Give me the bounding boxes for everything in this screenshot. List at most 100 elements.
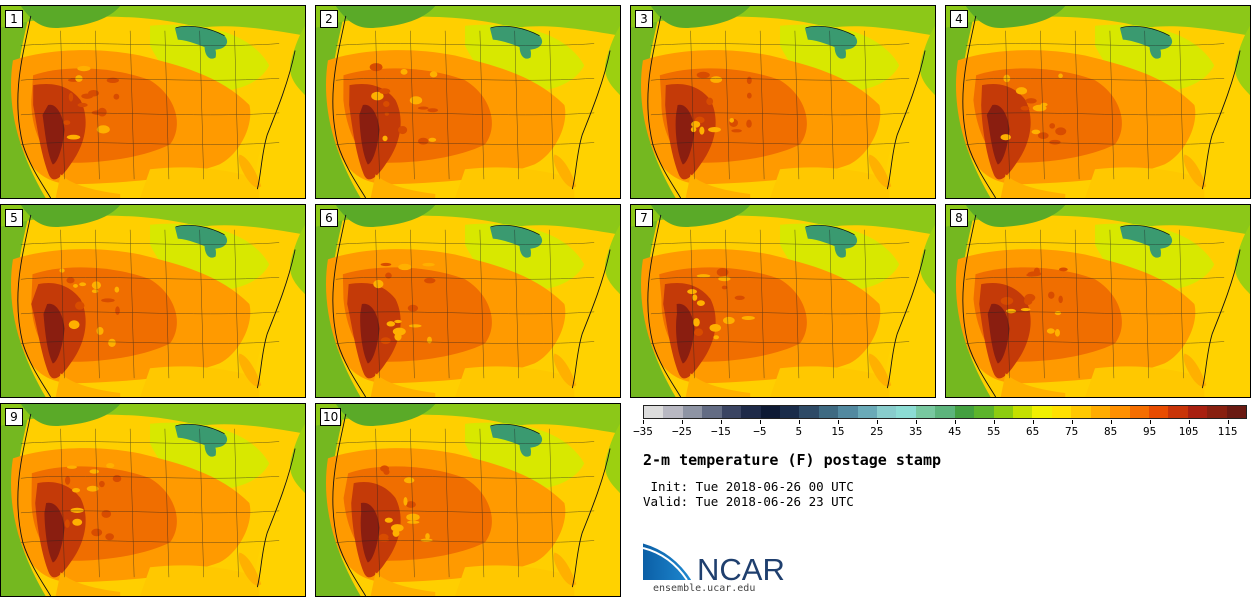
mexico-region [1000,174,1066,198]
atlantic-ocean [570,244,620,397]
northeast-ocean [605,25,620,96]
florida [1183,353,1207,387]
terrain-speckle [380,337,391,345]
state-boundaries [965,229,1225,379]
temperature-map [946,205,1250,397]
coastline [962,15,1241,198]
terrain-speckle [101,510,112,518]
member-number: 8 [950,209,968,227]
colorbar-tick-mark [954,420,956,424]
valid-time: Valid: Tue 2018-06-26 23 UTC [643,494,854,509]
atlantic-ocean [570,45,620,198]
colorbar-swatch [721,406,742,418]
gulf-coast [455,167,575,198]
boundary-line [794,229,800,379]
colorbar-swatch [954,406,975,418]
boundary-line [444,30,450,180]
colorbar-tick-label: 55 [987,425,1001,438]
boundary-line [965,277,1225,280]
boundary-line [335,277,595,280]
colorbar-swatch [644,406,664,418]
terrain-speckle [73,283,78,288]
gulf-coast [1085,167,1205,198]
atlantic-ocean [255,443,305,596]
terrain-speckle [380,465,390,472]
boundary-line [479,428,485,578]
lake-shore [805,224,855,235]
boundary-line [335,540,595,543]
boundary-line [864,229,869,379]
florida [238,154,262,188]
terrain-speckle [91,528,103,537]
boundary-line [965,43,1225,46]
colorbar-tick-mark [759,420,761,424]
terrain-speckle [407,520,420,524]
lake-michigan [204,441,216,457]
boundary-line [864,30,869,180]
terrain-speckle [1049,139,1061,145]
mexico-region [370,373,436,397]
member-number: 2 [320,10,338,28]
gulf-coast [455,565,575,596]
boundary-line [829,30,834,180]
pacific-ocean [631,205,676,397]
gulf-coast [770,167,890,198]
terrain-speckle [716,267,729,277]
ncar-logo-text: NCAR [697,552,785,584]
boundary-line [650,78,910,81]
terrain-speckle [708,127,721,133]
terrain-speckle [403,497,408,506]
great-lakes [804,26,858,50]
terrain-speckle [105,533,114,541]
pacific-ocean [1,6,46,198]
colorbar-tick-label: 75 [1065,425,1079,438]
terrain-speckle [746,92,752,99]
atlantic-ocean [885,244,935,397]
northern-rockies [650,6,751,29]
boundary-line [410,30,415,180]
boundary-line [1109,30,1115,180]
state-boundaries [965,30,1225,180]
colorbar-tick-mark [1149,420,1151,424]
map-panel: 2 [315,5,621,199]
colorbar-tick-mark [993,420,995,424]
colorbar-tick-mark [1110,420,1112,424]
boundary-line [829,229,834,379]
terrain-speckle [382,135,388,142]
boundary-line [650,311,910,315]
florida [553,154,577,188]
atlantic-ocean [1200,45,1250,198]
northeast-ocean [1235,25,1250,96]
great-lakes [174,225,228,249]
florida [238,353,262,387]
member-number: 7 [635,209,653,227]
state-boundaries [335,428,595,578]
boundary-line [335,311,595,315]
mexico-region [370,174,436,198]
map-panel: 8 [945,204,1251,398]
terrain-speckle [746,76,752,85]
northern-rockies [20,404,121,427]
mexico-region [55,174,121,198]
boundary-line [1005,229,1010,379]
coastline [962,214,1241,397]
terrain-speckle [1020,307,1031,312]
temperature-map [1,404,305,596]
boundary-line [60,428,65,578]
terrain-speckle [425,533,430,540]
terrain-speckle [99,480,105,488]
colorbar-tick-mark [837,420,839,424]
map-panel: 6 [315,204,621,398]
colorbar-swatch [1032,406,1052,418]
init-time: Init: Tue 2018-06-26 00 UTC [643,479,854,494]
boundary-line [690,30,695,180]
colorbar-swatch [1090,406,1111,418]
northeast-ocean [290,224,305,295]
pacific-ocean [946,205,991,397]
boundary-line [514,428,519,578]
terrain-speckle [64,476,71,485]
boundary-line [1144,229,1149,379]
terrain-speckle [696,71,710,79]
colorbar-swatch [993,406,1014,418]
temperature-map [316,404,620,596]
